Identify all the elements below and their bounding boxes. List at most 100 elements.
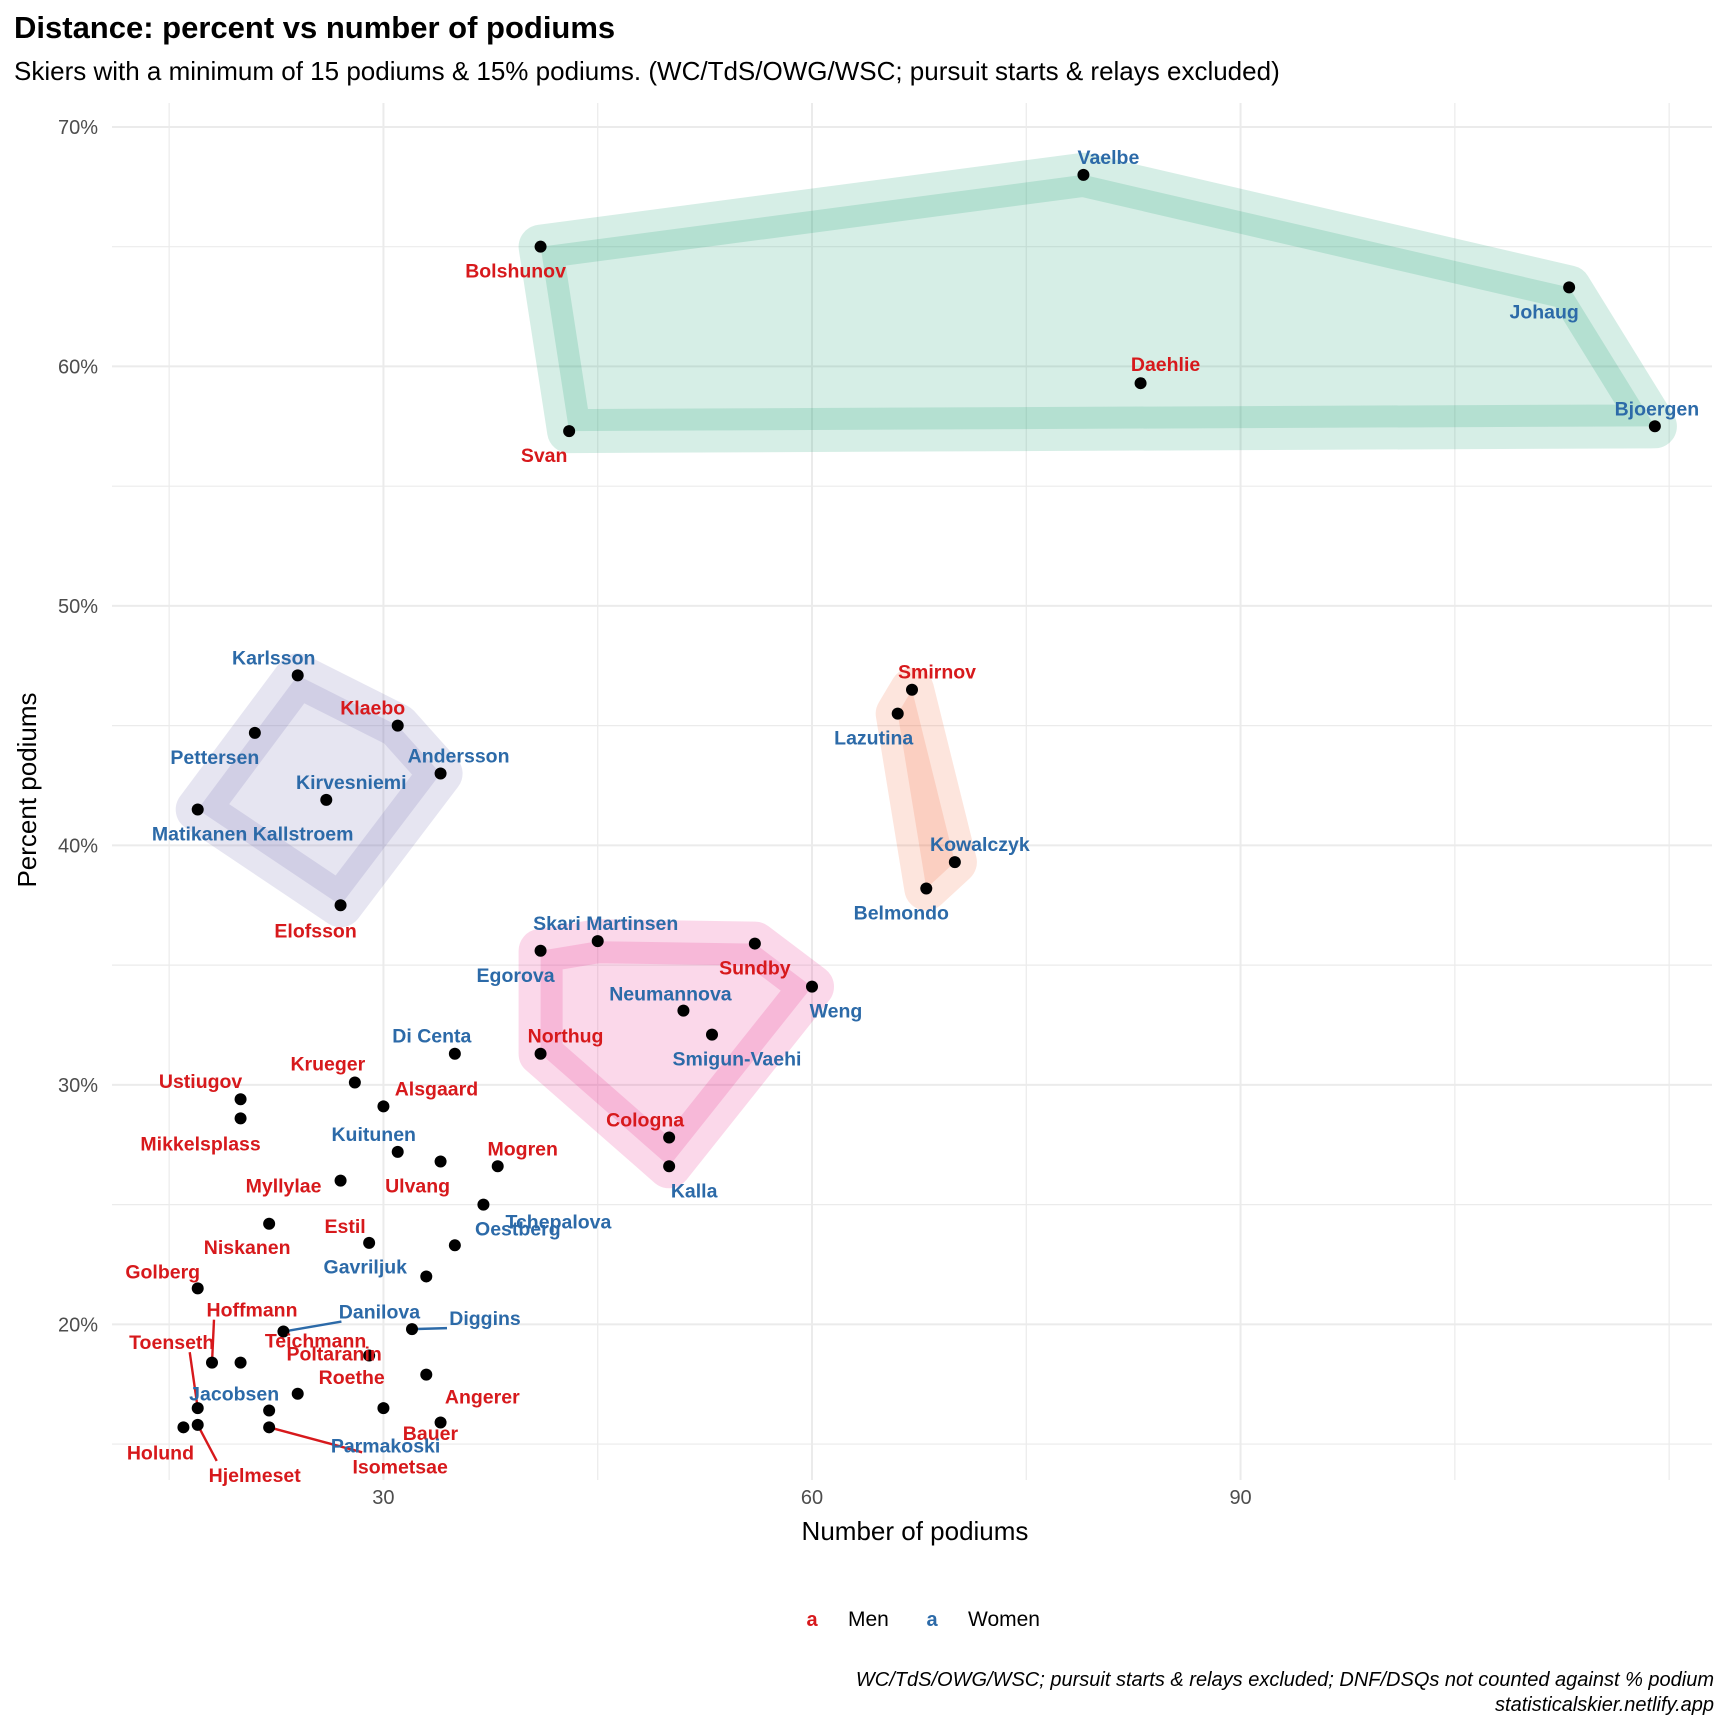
point-label: Daehlie: [1131, 354, 1201, 376]
point-label: Cologna: [606, 1110, 684, 1132]
point-label: Niskanen: [204, 1237, 291, 1259]
data-point: [1563, 281, 1576, 294]
point-label: Neumannova: [609, 984, 732, 1006]
point-label: Mogren: [488, 1138, 558, 1160]
data-point: [663, 1131, 676, 1144]
legend-key-men: a: [806, 1609, 818, 1631]
point-label: Estil: [325, 1216, 366, 1238]
x-tick-label: 60: [801, 1487, 823, 1509]
leader-line: [283, 1320, 342, 1333]
data-point: [334, 899, 347, 912]
group-hull: [875, 667, 977, 911]
data-point: [806, 980, 818, 993]
point-label: Smirnov: [898, 662, 976, 684]
data-point: [263, 1217, 276, 1230]
data-point: [277, 1325, 290, 1338]
data-point: [534, 944, 547, 957]
data-point: [1134, 377, 1147, 390]
leader-line: [196, 1424, 218, 1462]
legend-label-women: Women: [968, 1608, 1040, 1631]
grid-lines: [112, 103, 1712, 1480]
axis-ticks: 30 60 90 20% 30% 40% 50% 60% 70%: [58, 117, 1252, 1509]
data-point: [191, 1418, 204, 1431]
point-label: Lazutina: [834, 728, 913, 750]
point-label: Oestberg: [475, 1218, 561, 1240]
data-point: [363, 1349, 376, 1362]
point-label: Matikanen Kallstroem: [152, 823, 354, 845]
data-point: [291, 669, 304, 682]
point-label: Karlsson: [232, 647, 315, 669]
point-label: Johaug: [1509, 301, 1578, 323]
point-label: Pettersen: [170, 747, 259, 769]
point-label: Poltaranin: [286, 1343, 381, 1365]
point-label: Skari Martinsen: [533, 913, 678, 935]
x-tick-label: 30: [372, 1487, 394, 1509]
point-label: Teichmann: [265, 1331, 367, 1353]
point-label: Krueger: [290, 1053, 365, 1075]
leader-lines: [188, 1319, 448, 1462]
point-label: Bolshunov: [465, 261, 566, 283]
point-label: Egorova: [477, 965, 555, 987]
data-point: [291, 1387, 304, 1400]
data-point: [420, 1270, 433, 1283]
point-labels: Vaelbe Bolshunov Johaug Daehlie Bjoergen Svan…: [125, 147, 1699, 1487]
data-point: [234, 1093, 247, 1106]
data-point: [448, 1047, 461, 1060]
point-label: Isometsae: [352, 1456, 448, 1478]
point-label: Holund: [127, 1442, 194, 1464]
data-point: [177, 1421, 190, 1434]
data-point: [263, 1421, 276, 1434]
point-label: Vaelbe: [1078, 147, 1140, 169]
data-point: [1648, 420, 1661, 433]
y-tick-label: 20%: [58, 1314, 98, 1336]
data-point: [377, 1402, 390, 1415]
data-point: [377, 1100, 390, 1113]
point-label: Kirvesniemi: [296, 772, 407, 794]
point-label: Belmondo: [854, 902, 949, 924]
point-label: Elofsson: [274, 920, 356, 942]
y-tick-label: 50%: [58, 596, 98, 618]
data-point: [263, 1404, 276, 1417]
point-label: Smigun-Vaehi: [673, 1049, 802, 1071]
caption: WC/TdS/OWG/WSC; pursuit starts & relays …: [856, 1668, 1714, 1718]
point-label: Ustiugov: [159, 1071, 243, 1093]
data-point: [491, 1160, 504, 1173]
data-point: [348, 1076, 361, 1089]
legend: a Men a Women: [806, 1608, 1040, 1631]
data-point: [206, 1356, 218, 1369]
point-label: Diggins: [449, 1308, 521, 1330]
data-points: [177, 168, 1661, 1434]
point-label: Kowalczyk: [930, 834, 1030, 856]
y-tick-label: 60%: [58, 356, 98, 378]
data-point: [406, 1323, 418, 1336]
data-point: [706, 1028, 718, 1041]
leader-line: [188, 1351, 199, 1409]
data-point: [663, 1160, 676, 1173]
data-point: [534, 240, 547, 253]
point-label: Andersson: [408, 746, 510, 768]
point-label: Northug: [528, 1026, 604, 1048]
data-point: [420, 1368, 433, 1381]
data-point: [534, 1047, 547, 1060]
chart-subtitle: Skiers with a minimum of 15 podiums & 15…: [14, 56, 1280, 86]
point-label: Alsgaard: [395, 1078, 478, 1100]
data-point: [1077, 168, 1090, 181]
data-point: [748, 937, 761, 950]
x-tick-label: 90: [1229, 1487, 1251, 1509]
point-label: Angerer: [445, 1387, 520, 1409]
point-label: Klaebo: [340, 698, 405, 720]
data-point: [320, 793, 333, 806]
data-point: [677, 1004, 690, 1017]
point-label: Sundby: [719, 958, 791, 980]
data-point: [191, 803, 204, 816]
point-label: Bjoergen: [1615, 398, 1700, 420]
data-point: [906, 683, 918, 696]
data-point: [234, 1356, 247, 1369]
data-point: [477, 1198, 490, 1211]
data-point: [434, 1416, 447, 1429]
data-point: [563, 425, 576, 438]
point-label: Toenseth: [129, 1332, 214, 1354]
point-label: Kuitunen: [331, 1124, 415, 1146]
data-point: [191, 1402, 204, 1415]
